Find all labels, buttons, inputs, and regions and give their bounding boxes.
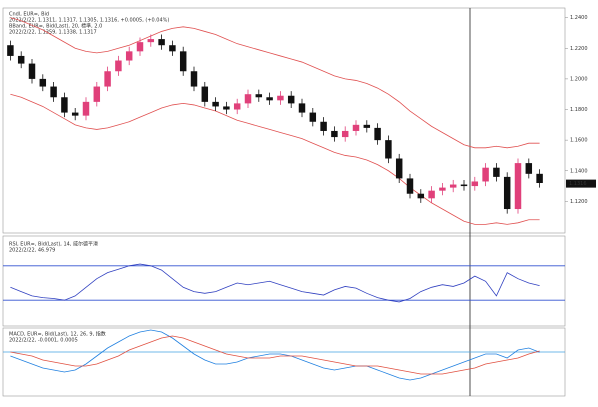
legend-text: Cndl, EUR=, Bid bbox=[9, 12, 49, 18]
candle-body bbox=[50, 86, 57, 98]
candle-body bbox=[503, 176, 511, 210]
candle-body bbox=[493, 167, 500, 177]
candle-body bbox=[363, 124, 371, 128]
candle-body bbox=[223, 106, 230, 110]
candle-body bbox=[395, 158, 403, 179]
candle-body bbox=[428, 190, 435, 199]
candle-body bbox=[190, 71, 198, 87]
candle-body bbox=[136, 42, 144, 52]
y-tick-label: 1.1600 bbox=[570, 138, 588, 144]
candle-body bbox=[212, 101, 219, 107]
candle-body bbox=[169, 45, 176, 52]
price-marker bbox=[566, 179, 596, 188]
y-tick-label: 1.1800 bbox=[570, 107, 588, 113]
legend-text: MACD, EUR=, Bid(Last), 12, 26, 9, 指数 bbox=[9, 331, 106, 338]
candle-body bbox=[115, 60, 122, 72]
candle-body bbox=[352, 124, 360, 131]
candle-body bbox=[374, 127, 381, 141]
candle-body bbox=[39, 78, 47, 87]
y-tick-label: 1.2200 bbox=[570, 46, 588, 52]
candle-body bbox=[147, 39, 155, 43]
indicator-line bbox=[10, 263, 540, 303]
price-marker-label: 1.1316 bbox=[569, 181, 587, 187]
legend-text: 2022/2/22, 1.1311, 1.1317, 1.1305, 1.131… bbox=[9, 18, 169, 24]
candle-body bbox=[471, 181, 479, 187]
legend-text: 2022/2/22, 46.979 bbox=[9, 248, 55, 254]
candle-body bbox=[125, 51, 133, 61]
candle-body bbox=[255, 94, 263, 98]
candle-body bbox=[341, 130, 349, 138]
candle-body bbox=[17, 55, 25, 64]
y-tick-label: 1.2400 bbox=[570, 15, 588, 21]
candle-body bbox=[406, 178, 414, 194]
candle-body bbox=[104, 71, 111, 87]
macd-panel bbox=[2, 327, 566, 397]
indicator-line bbox=[10, 335, 540, 375]
candle-body bbox=[309, 112, 317, 122]
candle-body bbox=[536, 173, 543, 184]
band-upper bbox=[10, 17, 540, 149]
candle-body bbox=[525, 163, 533, 174]
candle-body bbox=[61, 97, 68, 113]
indicator-line bbox=[10, 329, 540, 381]
candle-body bbox=[93, 86, 101, 102]
candle-body bbox=[439, 187, 446, 191]
legend-text: 2022/2/22, 1.1359, 1.1338, 1.1317 bbox=[9, 30, 97, 36]
candle-body bbox=[331, 130, 338, 138]
legend-text: 2022/2/22, -0.0001, 0.0005 bbox=[9, 338, 78, 344]
candle-body bbox=[287, 95, 295, 104]
candle-body bbox=[82, 101, 90, 116]
legend-text: RSI, EUR=, Bid(Last), 14, 威尔德平滑 bbox=[9, 241, 98, 248]
candle-body bbox=[244, 94, 252, 104]
candle-body bbox=[385, 140, 392, 159]
y-tick-label: 1.1200 bbox=[570, 199, 588, 205]
candle-body bbox=[233, 103, 241, 110]
candle-body bbox=[179, 51, 187, 72]
candle-body bbox=[514, 163, 522, 210]
candle-body bbox=[277, 95, 284, 101]
candle-body bbox=[449, 184, 457, 188]
candle-body bbox=[460, 184, 468, 187]
candle-body bbox=[320, 121, 327, 131]
candle-body bbox=[28, 63, 36, 79]
candle-body bbox=[298, 103, 306, 113]
candle-body bbox=[158, 39, 165, 46]
candle-body bbox=[482, 167, 489, 182]
candle-body bbox=[266, 97, 273, 101]
candle-body bbox=[417, 193, 425, 199]
legend-text: BBand, EUR=, Bid(Last), 20, 標準, 2.0 bbox=[9, 23, 102, 30]
y-tick-label: 1.2000 bbox=[570, 76, 588, 82]
rsi-panel bbox=[2, 235, 566, 327]
candle-body bbox=[7, 45, 14, 56]
y-tick-label: 1.1400 bbox=[570, 168, 588, 174]
candle-body bbox=[201, 86, 209, 102]
band-lower bbox=[10, 93, 540, 225]
candle-body bbox=[71, 112, 79, 116]
price-panel bbox=[2, 7, 566, 234]
